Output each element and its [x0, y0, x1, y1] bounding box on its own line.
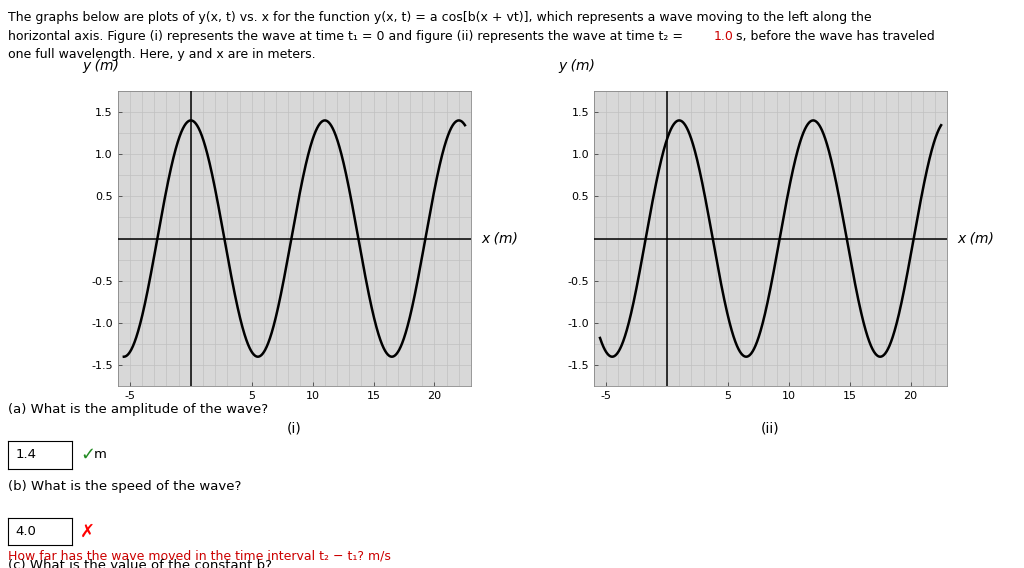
Text: y (m): y (m): [83, 59, 120, 73]
Text: How far has the wave moved in the time interval t₂ − t₁? m/s: How far has the wave moved in the time i…: [8, 550, 391, 563]
Text: (b) What is the speed of the wave?: (b) What is the speed of the wave?: [8, 480, 242, 493]
Text: (ii): (ii): [761, 421, 780, 436]
Text: ✗: ✗: [80, 523, 95, 541]
Text: horizontal axis. Figure (i) represents the wave at time t₁ = 0 and figure (ii) r: horizontal axis. Figure (i) represents t…: [8, 30, 687, 43]
Text: s, before the wave has traveled: s, before the wave has traveled: [732, 30, 935, 43]
Text: y (m): y (m): [559, 59, 596, 73]
Text: ✓: ✓: [80, 446, 95, 464]
Text: 4.0: 4.0: [15, 525, 37, 538]
Text: The graphs below are plots of y(x, t) vs. x for the function y(x, t) = a cos[b(x: The graphs below are plots of y(x, t) vs…: [8, 11, 871, 24]
Text: x (m): x (m): [481, 232, 518, 245]
Text: x (m): x (m): [957, 232, 994, 245]
Text: (a) What is the amplitude of the wave?: (a) What is the amplitude of the wave?: [8, 403, 268, 416]
Text: one full wavelength. Here, y and x are in meters.: one full wavelength. Here, y and x are i…: [8, 48, 315, 61]
Text: (c) What is the value of the constant b?: (c) What is the value of the constant b?: [8, 559, 272, 568]
Text: (i): (i): [287, 421, 302, 436]
Text: 1.4: 1.4: [15, 449, 37, 461]
Text: m: m: [94, 449, 108, 461]
Text: 1.0: 1.0: [714, 30, 733, 43]
